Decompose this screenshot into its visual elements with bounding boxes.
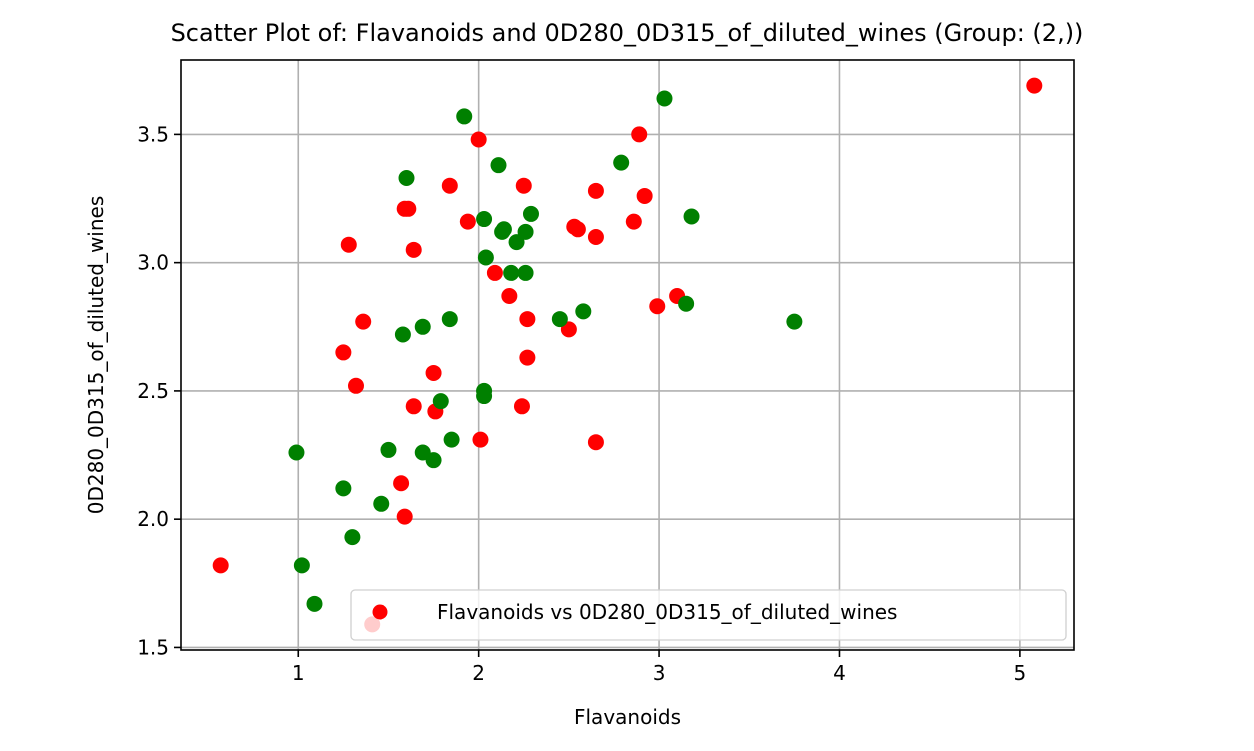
- data-point: [490, 157, 507, 174]
- data-point: [432, 393, 449, 410]
- data-point: [344, 529, 361, 546]
- data-point: [587, 434, 604, 451]
- axis-ticks: 1 2 3 4 5 1.5 2.0 2.5 3.0 3.5: [137, 122, 1026, 685]
- data-point: [425, 452, 442, 469]
- data-point: [515, 177, 532, 194]
- data-point: [517, 223, 534, 240]
- x-tick-label: 2: [472, 661, 485, 685]
- data-point: [293, 557, 310, 574]
- data-point: [472, 431, 489, 448]
- data-point: [414, 318, 431, 335]
- data-point: [613, 154, 630, 171]
- data-point: [631, 126, 648, 143]
- data-point: [306, 595, 323, 612]
- data-point: [355, 313, 372, 330]
- data-point: [400, 200, 417, 217]
- data-point: [335, 480, 352, 497]
- data-point: [441, 177, 458, 194]
- y-tick-label: 3.0: [137, 251, 169, 275]
- data-point: [443, 431, 460, 448]
- data-point: [503, 264, 520, 281]
- data-point: [486, 264, 503, 281]
- data-point: [470, 131, 487, 148]
- data-point: [347, 377, 364, 394]
- y-axis-label: 0D280_0D315_of_diluted_wines: [84, 196, 108, 515]
- data-point: [551, 311, 568, 328]
- data-point: [569, 221, 586, 238]
- chart-title: Scatter Plot of: Flavanoids and 0D280_0D…: [171, 19, 1084, 47]
- data-point: [501, 288, 518, 304]
- data-point: [517, 264, 534, 281]
- x-tick-label: 5: [1014, 661, 1027, 685]
- data-point: [656, 90, 673, 107]
- data-point: [476, 388, 493, 405]
- data-point: [373, 495, 390, 512]
- data-point: [288, 444, 305, 461]
- x-tick-label: 3: [653, 661, 666, 685]
- data-point: [625, 213, 642, 230]
- legend-label: Flavanoids vs 0D280_0D315_of_diluted_win…: [437, 600, 897, 624]
- y-tick-label: 2.0: [137, 507, 169, 531]
- data-point: [477, 249, 494, 266]
- x-axis-label: Flavanoids: [574, 705, 681, 729]
- grid: [181, 60, 1074, 650]
- data-point: [636, 187, 653, 204]
- data-point: [1026, 77, 1043, 94]
- data-point: [575, 303, 592, 320]
- data-point: [396, 508, 413, 525]
- data-point: [425, 364, 442, 381]
- x-tick-label: 4: [833, 661, 846, 685]
- data-point: [476, 211, 493, 228]
- legend-marker: [372, 604, 388, 620]
- data-point: [398, 170, 415, 186]
- data-point: [212, 557, 229, 574]
- data-point: [560, 321, 577, 338]
- data-point: [786, 313, 803, 330]
- y-tick-label: 1.5: [137, 635, 169, 659]
- data-point: [405, 241, 422, 258]
- data-point: [513, 398, 530, 415]
- plot-frame: [180, 59, 1075, 651]
- data-point: [522, 205, 539, 222]
- data-point: [495, 221, 512, 238]
- data-point: [405, 398, 422, 415]
- data-point: [340, 236, 357, 253]
- data-point: [683, 208, 700, 225]
- data-point: [456, 108, 473, 125]
- data-point: [649, 298, 666, 315]
- data-point: [519, 349, 536, 366]
- data-point: [441, 311, 458, 328]
- y-tick-label: 2.5: [137, 379, 169, 403]
- x-tick-label: 1: [292, 661, 305, 685]
- legend-box: [350, 589, 1067, 641]
- data-points: [212, 77, 1043, 633]
- data-point: [678, 295, 695, 312]
- y-tick-label: 3.5: [137, 122, 169, 146]
- data-point: [335, 344, 352, 361]
- data-point: [393, 475, 410, 492]
- data-point: [459, 213, 476, 230]
- data-point: [519, 311, 536, 328]
- legend: Flavanoids vs 0D280_0D315_of_diluted_win…: [350, 589, 1067, 641]
- data-point: [587, 229, 604, 245]
- data-point: [394, 326, 411, 343]
- data-point: [380, 441, 397, 458]
- data-point: [508, 234, 525, 251]
- data-point: [587, 182, 604, 199]
